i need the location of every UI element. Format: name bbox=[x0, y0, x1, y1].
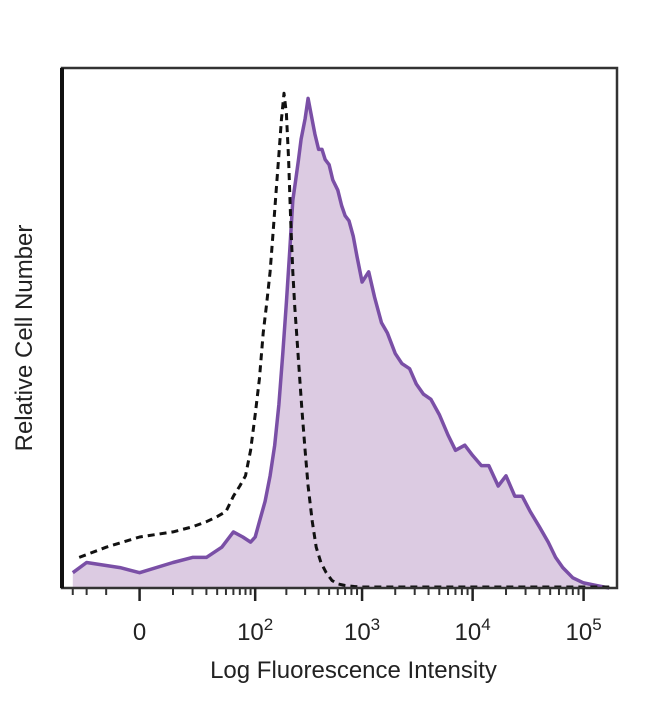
sample-histogram-area bbox=[72, 98, 610, 589]
plot-marks bbox=[71, 91, 610, 590]
x-tick-label: 103 bbox=[344, 615, 380, 646]
x-tick-label: 105 bbox=[566, 615, 602, 646]
x-tick-label: 102 bbox=[237, 615, 273, 646]
x-axis-ticks: 0 102 103 104 105 bbox=[71, 588, 602, 646]
control-histogram-line bbox=[78, 91, 610, 589]
sample-histogram-line bbox=[71, 96, 610, 590]
y-axis-title: Relative Cell Number bbox=[11, 225, 38, 452]
x-axis-title: Log Fluorescence Intensity bbox=[210, 657, 497, 684]
x-tick-label: 0 bbox=[133, 619, 146, 646]
x-tick-label: 104 bbox=[455, 615, 491, 646]
